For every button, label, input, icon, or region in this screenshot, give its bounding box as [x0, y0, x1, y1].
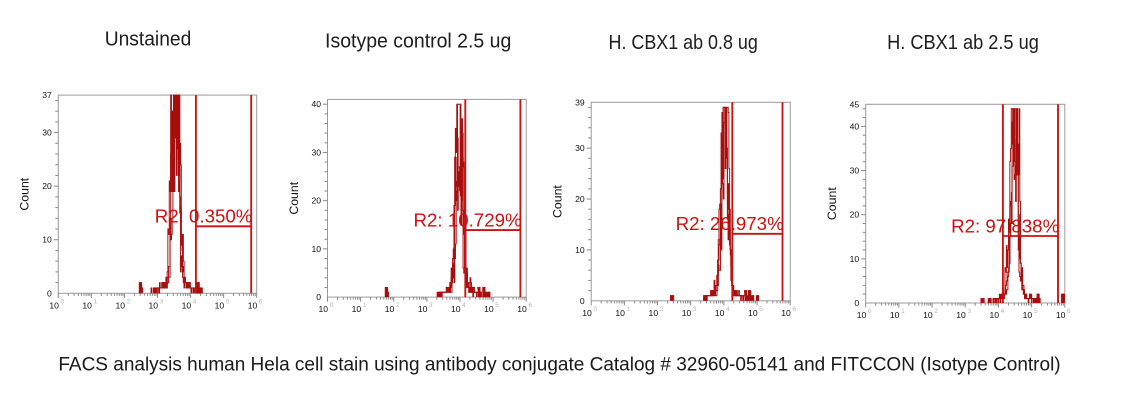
svg-text:20: 20: [850, 210, 860, 220]
svg-text:2: 2: [660, 306, 664, 313]
svg-text:2: 2: [127, 298, 131, 305]
svg-text:1: 1: [901, 308, 905, 315]
svg-text:10: 10: [956, 310, 966, 320]
svg-text:20: 20: [311, 196, 321, 206]
svg-text:1: 1: [627, 306, 631, 313]
svg-text:30: 30: [311, 147, 321, 157]
svg-text:H. CBX1 ab 2.5 ug: H. CBX1 ab 2.5 ug: [887, 32, 1039, 54]
svg-text:10: 10: [517, 304, 527, 314]
svg-text:20: 20: [42, 181, 52, 191]
svg-text:Count: Count: [18, 177, 32, 210]
svg-text:2: 2: [396, 302, 400, 309]
svg-text:0: 0: [61, 298, 65, 305]
svg-text:10: 10: [385, 304, 395, 314]
svg-text:10: 10: [615, 308, 625, 318]
svg-text:0: 0: [593, 306, 597, 313]
svg-text:10: 10: [311, 244, 321, 254]
svg-text:0: 0: [868, 308, 872, 315]
svg-text:FACS analysis human Hela cell: FACS analysis human Hela cell stain usin…: [58, 355, 1060, 376]
svg-text:0: 0: [47, 288, 52, 298]
svg-text:0: 0: [854, 298, 859, 308]
svg-text:10: 10: [49, 300, 59, 310]
svg-text:37: 37: [42, 90, 52, 100]
svg-text:10: 10: [451, 304, 461, 314]
svg-text:R2: 10.729%: R2: 10.729%: [414, 210, 522, 231]
svg-text:4: 4: [726, 306, 730, 313]
svg-text:20: 20: [575, 194, 585, 204]
svg-text:10: 10: [850, 254, 860, 264]
svg-text:Unstained: Unstained: [105, 28, 192, 50]
svg-text:Count: Count: [825, 187, 839, 220]
svg-text:5: 5: [1034, 308, 1038, 315]
svg-text:39: 39: [575, 97, 585, 107]
svg-text:2: 2: [934, 308, 938, 315]
svg-text:1: 1: [363, 302, 367, 309]
svg-text:3: 3: [160, 298, 164, 305]
svg-text:10: 10: [248, 300, 258, 310]
svg-text:10: 10: [418, 304, 428, 314]
svg-text:0: 0: [330, 302, 334, 309]
svg-text:6: 6: [528, 302, 532, 309]
svg-text:4: 4: [1001, 308, 1005, 315]
svg-text:R2: 97.838%: R2: 97.838%: [951, 215, 1059, 236]
svg-text:4: 4: [462, 302, 466, 309]
svg-text:40: 40: [850, 121, 860, 131]
svg-text:10: 10: [42, 235, 52, 245]
svg-text:10: 10: [149, 300, 159, 310]
svg-text:45: 45: [850, 99, 860, 109]
svg-text:0: 0: [580, 296, 585, 306]
svg-text:5: 5: [495, 302, 499, 309]
svg-text:6: 6: [792, 306, 796, 313]
svg-text:10: 10: [1056, 310, 1066, 320]
svg-text:10: 10: [182, 300, 192, 310]
svg-text:30: 30: [575, 143, 585, 153]
svg-text:10: 10: [781, 308, 791, 318]
svg-text:3: 3: [693, 306, 697, 313]
svg-text:Count: Count: [551, 185, 565, 218]
svg-text:5: 5: [759, 306, 763, 313]
svg-text:10: 10: [748, 308, 758, 318]
svg-text:10: 10: [352, 304, 362, 314]
svg-text:10: 10: [989, 310, 999, 320]
svg-text:30: 30: [42, 128, 52, 138]
svg-text:10: 10: [215, 300, 225, 310]
svg-text:10: 10: [890, 310, 900, 320]
svg-text:10: 10: [82, 300, 92, 310]
svg-text:6: 6: [259, 298, 263, 305]
svg-text:3: 3: [967, 308, 971, 315]
svg-text:H. CBX1 ab 0.8 ug: H. CBX1 ab 0.8 ug: [609, 32, 758, 54]
svg-text:1: 1: [94, 298, 98, 305]
svg-text:6: 6: [1067, 308, 1071, 315]
svg-text:10: 10: [682, 308, 692, 318]
svg-text:10: 10: [857, 310, 867, 320]
svg-text:10: 10: [1023, 310, 1033, 320]
svg-text:Isotype control 2.5 ug: Isotype control 2.5 ug: [325, 31, 511, 53]
svg-text:10: 10: [715, 308, 725, 318]
svg-text:10: 10: [923, 310, 933, 320]
svg-text:R2: 26.973%: R2: 26.973%: [676, 213, 784, 234]
svg-text:5: 5: [226, 298, 230, 305]
svg-text:10: 10: [484, 304, 494, 314]
svg-text:10: 10: [582, 308, 592, 318]
svg-text:40: 40: [311, 99, 321, 109]
svg-text:0: 0: [316, 292, 321, 302]
svg-text:10: 10: [575, 245, 585, 255]
svg-text:10: 10: [319, 304, 329, 314]
svg-text:30: 30: [850, 166, 860, 176]
svg-text:Count: Count: [287, 181, 301, 214]
svg-text:R2: 0.350%: R2: 0.350%: [155, 206, 253, 227]
svg-text:10: 10: [115, 300, 125, 310]
svg-text:10: 10: [649, 308, 659, 318]
svg-text:4: 4: [193, 298, 197, 305]
svg-text:3: 3: [429, 302, 433, 309]
